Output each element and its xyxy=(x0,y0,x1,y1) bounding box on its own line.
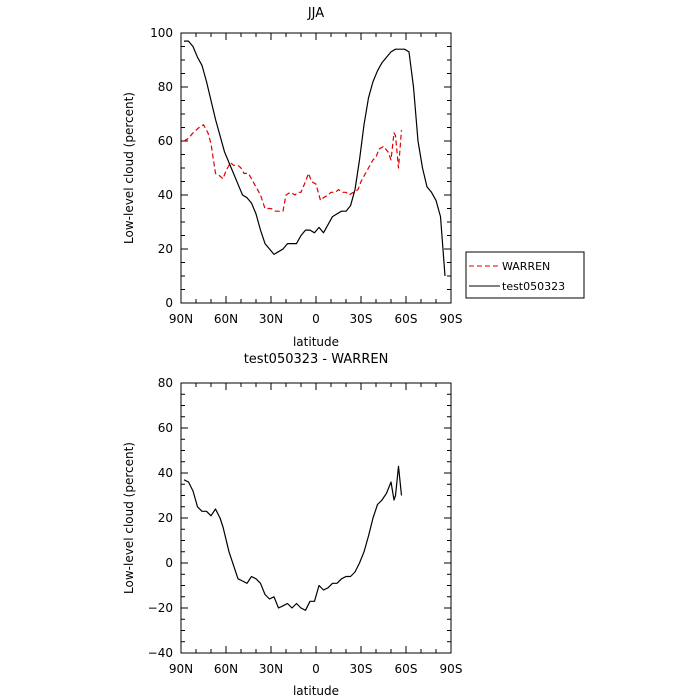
bottom-plot-frame xyxy=(180,382,452,654)
bottom-ytick-label: 80 xyxy=(158,376,173,390)
top-plot-frame xyxy=(180,32,452,304)
bottom-ylabel: Low-level cloud (percent) xyxy=(122,442,136,594)
bottom-title: test050323 - WARREN xyxy=(244,352,389,367)
bottom-xtick-label: 30S xyxy=(350,662,373,676)
top-xtick-label: 0 xyxy=(312,312,320,326)
top-xlabel: latitude xyxy=(293,335,339,349)
top-xtick-label: 90N xyxy=(169,312,193,326)
bottom-panel: test050323 - WARREN 90N 60N 30N 0 30S 60S 90S −… xyxy=(122,352,462,698)
top-xtick-label: 60N xyxy=(214,312,238,326)
top-panel: JJA 90N 60N 30N 0 30S 60S 90S 0 20 40 60 80 100 lati… xyxy=(122,6,585,349)
legend: WARREN test050323 xyxy=(465,251,585,299)
top-ytick-label: 100 xyxy=(150,26,173,40)
bottom-series-line-0 xyxy=(183,465,403,611)
top-ytick-label: 20 xyxy=(158,242,173,256)
bottom-ytick-label: 60 xyxy=(158,421,173,435)
bottom-ytick-label: 0 xyxy=(165,556,173,570)
top-xtick-label: 60S xyxy=(395,312,418,326)
bottom-xtick-label: 90S xyxy=(440,662,463,676)
bottom-ytick-label: −40 xyxy=(148,646,173,660)
top-ytick-label: 60 xyxy=(158,134,173,148)
top-series-test050323 xyxy=(184,40,446,277)
legend-test-label: test050323 xyxy=(502,280,565,293)
top-xtick-label: 30S xyxy=(350,312,373,326)
bottom-xlabel: latitude xyxy=(293,684,339,698)
bottom-xtick-label: 60S xyxy=(395,662,418,676)
legend-warren-label: WARREN xyxy=(502,260,550,273)
top-xtick-label: 90S xyxy=(440,312,463,326)
top-series xyxy=(183,40,446,277)
bottom-axes: 90N 60N 30N 0 30S 60S 90S −40 −20 0 20 40 60 80 xyxy=(148,376,463,676)
bottom-xtick-label: 30N xyxy=(259,662,283,676)
top-axes: 90N 60N 30N 0 30S 60S 90S 0 20 40 60 80 100 xyxy=(150,26,462,326)
top-ylabel: Low-level cloud (percent) xyxy=(122,92,136,244)
bottom-ytick-label: 20 xyxy=(158,511,173,525)
top-title: JJA xyxy=(307,6,324,21)
bottom-ytick-label: 40 xyxy=(158,466,173,480)
top-series-warren xyxy=(183,124,403,212)
top-ytick-label: 0 xyxy=(165,296,173,310)
bottom-ytick-label: −20 xyxy=(148,601,173,615)
legend-box xyxy=(465,251,585,299)
bottom-xtick-label: 0 xyxy=(312,662,320,676)
top-ytick-label: 40 xyxy=(158,188,173,202)
bottom-series xyxy=(183,465,403,611)
bottom-xtick-label: 60N xyxy=(214,662,238,676)
top-xtick-label: 30N xyxy=(259,312,283,326)
top-ytick-label: 80 xyxy=(158,80,173,94)
bottom-xtick-label: 90N xyxy=(169,662,193,676)
